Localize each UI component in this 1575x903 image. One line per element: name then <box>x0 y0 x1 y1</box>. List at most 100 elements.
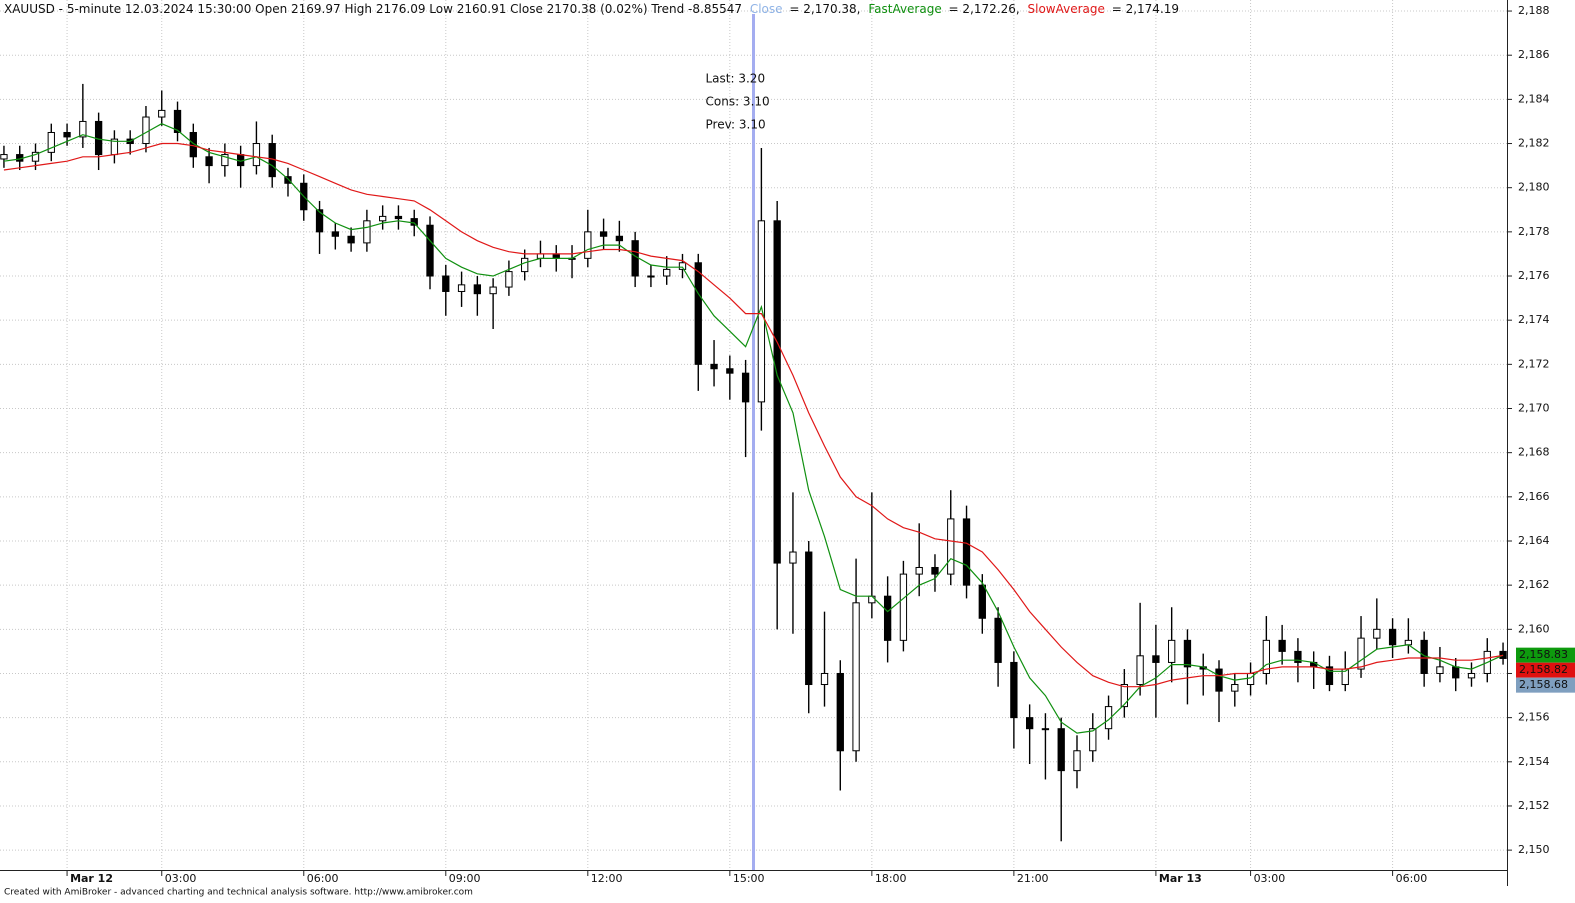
candle-body <box>47 131 55 153</box>
annotation: Last: 3.20 <box>706 72 766 86</box>
price-tag-label: 2,158.68 <box>1519 678 1568 691</box>
candle-body <box>647 275 655 278</box>
candle-body <box>599 231 608 237</box>
x-tick-label: 12:00 <box>591 872 623 885</box>
candle-body <box>947 518 955 575</box>
candle-body <box>1010 661 1018 719</box>
header: XAUUSD - 5-minute 12.03.2024 15:30:00 Op… <box>4 2 1179 16</box>
candle-body <box>363 220 371 244</box>
annotation: Prev: 3.10 <box>706 118 766 132</box>
x-tick-label: 21:00 <box>1017 872 1049 885</box>
price-tag <box>1516 662 1575 678</box>
candle-body <box>63 131 71 138</box>
candle-body <box>726 368 734 374</box>
x-tick-label: 06:00 <box>1396 872 1428 885</box>
y-tick-label: 2,174 <box>1518 313 1550 326</box>
candle-body <box>1404 639 1413 646</box>
candle-body <box>489 286 497 295</box>
candle-body <box>331 231 339 237</box>
candle-body <box>710 363 718 370</box>
x-tick-label: 09:00 <box>449 872 481 885</box>
y-tick-label: 2,162 <box>1518 578 1550 591</box>
price-tag <box>1516 647 1575 663</box>
candle-body <box>1104 706 1113 730</box>
candle-body <box>505 271 513 288</box>
candle-body <box>1215 668 1223 692</box>
candle-body <box>1136 655 1144 686</box>
candle-body <box>1499 650 1507 659</box>
marks: Last: 3.20 Cons: 3.10 Prev: 3.10 <box>0 14 1507 870</box>
y-tick-label: 2,168 <box>1518 446 1550 459</box>
y-tick-label: 2,176 <box>1518 269 1550 282</box>
axes: 2,1502,1522,1542,1562,1582,1602,1622,164… <box>66 4 1575 885</box>
slow-readout-value: = 2,174.19 <box>1112 2 1179 16</box>
candle-body <box>899 573 908 641</box>
candle-body <box>994 617 1002 663</box>
candle-body <box>1278 639 1286 652</box>
candle-body <box>1452 666 1460 679</box>
fast-readout-name: FastAverage <box>868 2 941 16</box>
candle-body <box>1388 628 1397 646</box>
candle-body <box>79 120 87 138</box>
candle-body <box>678 262 687 270</box>
y-tick-label: 2,150 <box>1518 843 1550 856</box>
slow-readout-name: SlowAverage <box>1028 2 1105 16</box>
price-tag-label: 2,158.82 <box>1519 663 1568 676</box>
y-tick-label: 2,156 <box>1518 711 1550 724</box>
candle-body <box>379 215 387 222</box>
candle-body <box>852 602 860 752</box>
candle-body <box>631 240 639 277</box>
x-tick-label: 06:00 <box>307 872 339 885</box>
y-tick-label: 2,152 <box>1518 799 1550 812</box>
candle-body <box>1025 717 1034 730</box>
y-tick-label: 2,170 <box>1518 402 1550 415</box>
candle-body <box>315 209 324 233</box>
price-tag <box>1516 677 1575 693</box>
y-tick-label: 2,184 <box>1518 92 1550 105</box>
candle-body <box>473 284 482 295</box>
close-readout-name: Close <box>750 2 783 16</box>
candle-body <box>284 176 292 184</box>
candle-body <box>457 284 466 292</box>
y-tick-label: 2,164 <box>1518 534 1550 547</box>
candle-body <box>915 566 923 575</box>
candle-body <box>221 154 229 167</box>
y-tick-label: 2,186 <box>1518 48 1550 61</box>
candle-body <box>1294 650 1302 663</box>
candle-body <box>931 566 939 575</box>
candle-body <box>552 253 560 259</box>
candle-body <box>1120 684 1128 708</box>
candle-body <box>883 595 892 641</box>
candle-body <box>442 275 450 292</box>
price-tag-label: 2,158.83 <box>1519 648 1568 661</box>
y-tick-label: 2,160 <box>1518 622 1550 635</box>
candle-body <box>1357 637 1365 670</box>
close-readout-value: = 2,170.38, <box>789 2 860 16</box>
x-tick-label: 18:00 <box>875 872 907 885</box>
candle-body <box>1325 666 1334 686</box>
x-tick-label: 15:00 <box>733 872 765 885</box>
candle-body <box>1467 672 1476 679</box>
candle-body <box>1183 639 1192 668</box>
candle-body <box>836 672 844 752</box>
candle-body <box>1152 655 1160 663</box>
x-tick-label: 03:00 <box>165 872 197 885</box>
header-info: XAUUSD - 5-minute 12.03.2024 15:30:00 Op… <box>4 2 742 16</box>
moving-average-line <box>3 123 1504 734</box>
candle-body <box>205 156 213 167</box>
x-tick-label: 03:00 <box>1254 872 1286 885</box>
candle-body <box>584 231 592 259</box>
x-tick-label: Mar 12 <box>70 872 113 885</box>
candle-body <box>347 235 355 244</box>
candle-body <box>1168 639 1176 663</box>
candle-body <box>805 551 813 686</box>
candle-body <box>820 672 829 686</box>
y-tick-label: 2,182 <box>1518 137 1550 150</box>
candle-body <box>1262 639 1271 674</box>
y-tick-label: 2,178 <box>1518 225 1550 238</box>
candle-body <box>789 551 797 564</box>
candle-body <box>757 220 766 403</box>
